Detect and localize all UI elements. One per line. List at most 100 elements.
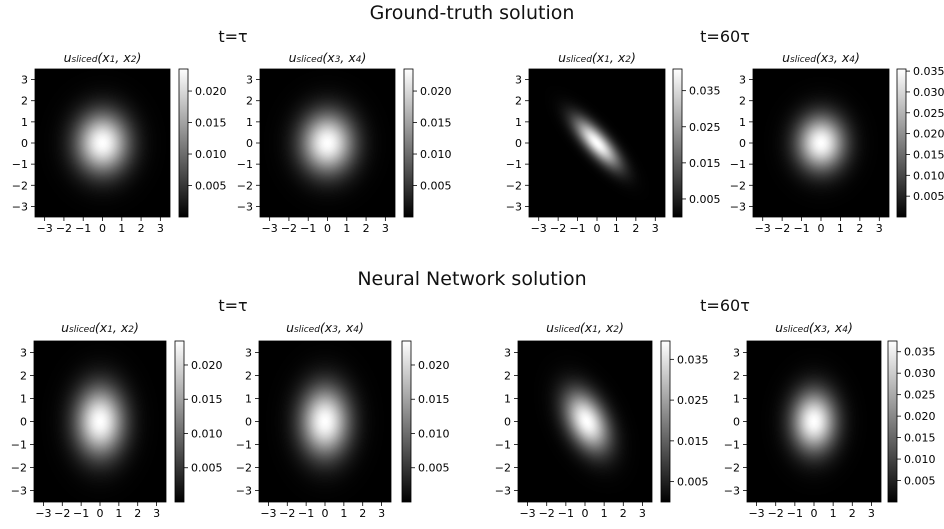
x-tick-label: 0	[594, 222, 601, 235]
x-tick-label: 2	[363, 222, 370, 235]
y-tick-label: 1	[504, 393, 511, 406]
y-tick-label: −2	[237, 179, 253, 192]
colorbar-tick-label: 0.020	[420, 85, 452, 98]
y-tick-label: −3	[237, 200, 253, 213]
y-tick-label: 3	[246, 74, 253, 87]
y-tick-label: −2	[724, 462, 740, 475]
colorbar-tick-label: 0.020	[195, 85, 227, 98]
y-tick-label: 2	[504, 370, 511, 383]
y-tick-label: 2	[245, 370, 252, 383]
x-tick-label: −3	[519, 507, 535, 520]
x-tick-label: 1	[343, 222, 350, 235]
x-tick-label: 2	[359, 507, 366, 520]
x-tick-label: 3	[639, 507, 646, 520]
y-tick-label: −2	[11, 462, 27, 475]
colorbar-tick-label: 0.010	[904, 453, 936, 466]
y-tick-label: 2	[20, 370, 27, 383]
colorbar-tick-label: 0.005	[195, 180, 227, 193]
heatmap-image	[34, 341, 166, 502]
subplot-title: usliced(x3, x4)	[775, 320, 853, 335]
y-tick-label: 3	[245, 347, 252, 360]
colorbar-tick-label: 0.025	[677, 394, 709, 407]
y-tick-label: 0	[20, 416, 27, 429]
x-tick-label: −2	[56, 222, 72, 235]
x-tick-label: −3	[531, 222, 547, 235]
colorbar: 0.005 0.010 0.015 0.020 0.025 0.030 0.035	[896, 65, 944, 218]
x-tick-label: −2	[279, 507, 295, 520]
colorbar-tick-label: 0.025	[904, 389, 936, 402]
y-tick-label: 2	[246, 95, 253, 108]
y-tick-label: 0	[21, 137, 28, 150]
group-time-label: t=τ	[218, 27, 248, 46]
colorbar-tick-label: 0.015	[420, 117, 452, 130]
x-tick-label: 3	[652, 222, 659, 235]
x-tick-label: −3	[35, 507, 51, 520]
heatmap-image	[753, 69, 889, 217]
x-tick-label: −2	[539, 507, 555, 520]
y-tick-label: −1	[506, 158, 522, 171]
colorbar-tick-label: 0.010	[913, 169, 944, 182]
colorbar-tick-label: 0.015	[418, 393, 450, 406]
y-tick-label: −2	[730, 179, 746, 192]
y-tick-label: 3	[733, 347, 740, 360]
y-tick-label: 0	[515, 137, 522, 150]
row-title: Ground-truth solution	[369, 2, 575, 24]
x-tick-label: −2	[768, 507, 784, 520]
x-tick-label: 2	[849, 507, 856, 520]
x-tick-label: −1	[558, 507, 574, 520]
colorbar-tick-label: 0.015	[195, 117, 227, 130]
y-tick-label: 1	[245, 393, 252, 406]
x-tick-label: 3	[153, 507, 160, 520]
x-tick-label: 1	[837, 222, 844, 235]
x-tick-label: 0	[99, 222, 106, 235]
colorbar-tick-label: 0.015	[689, 157, 721, 170]
x-tick-label: 3	[157, 222, 164, 235]
subplot-title: usliced(x3, x4)	[288, 50, 367, 65]
subplot-title: usliced(x1, x2)	[63, 50, 142, 65]
colorbar-tick-label: 0.025	[689, 121, 721, 134]
colorbar-tick-label: 0.035	[904, 346, 936, 359]
y-tick-label: −3	[12, 200, 28, 213]
colorbar-tick-label: 0.010	[195, 148, 227, 161]
heatmap-image	[259, 341, 391, 502]
row-title: Neural Network solution	[357, 268, 587, 290]
x-tick-label: 3	[868, 507, 875, 520]
colorbar-gradient	[660, 340, 671, 503]
colorbar-tick-label: 0.015	[904, 432, 936, 445]
colorbar-tick-label: 0.020	[418, 359, 450, 372]
y-tick-label: 3	[20, 347, 27, 360]
colorbar-tick-label: 0.025	[913, 107, 944, 120]
subplot-title: usliced(x3, x4)	[782, 50, 860, 65]
x-tick-label: 2	[134, 507, 141, 520]
x-tick-label: −1	[569, 222, 585, 235]
y-tick-label: 2	[21, 95, 28, 108]
colorbar-gradient	[401, 340, 412, 503]
x-tick-label: 0	[324, 222, 331, 235]
x-tick-label: 0	[818, 222, 825, 235]
x-tick-label: −2	[550, 222, 566, 235]
y-tick-label: −3	[236, 485, 252, 498]
x-tick-label: 2	[856, 222, 863, 235]
heatmap-image	[35, 69, 170, 217]
colorbar-tick-label: 0.005	[420, 180, 452, 193]
colorbar-tick-label: 0.015	[191, 393, 223, 406]
y-tick-label: 1	[733, 393, 740, 406]
x-tick-label: −3	[37, 222, 53, 235]
x-tick-label: 1	[601, 507, 608, 520]
colorbar-tick-label: 0.020	[904, 410, 936, 423]
x-tick-label: −1	[298, 507, 314, 520]
y-tick-label: 0	[733, 416, 740, 429]
colorbar: 0.005 0.010 0.015 0.020	[401, 340, 450, 503]
colorbar-tick-label: 0.035	[689, 85, 721, 98]
colorbar: 0.005 0.010 0.015 0.020 0.025 0.030 0.035	[887, 340, 936, 503]
x-tick-label: 1	[830, 507, 837, 520]
y-tick-label: 0	[739, 137, 746, 150]
y-tick-label: 1	[515, 116, 522, 129]
y-tick-label: 1	[739, 116, 746, 129]
x-tick-label: 3	[382, 222, 389, 235]
